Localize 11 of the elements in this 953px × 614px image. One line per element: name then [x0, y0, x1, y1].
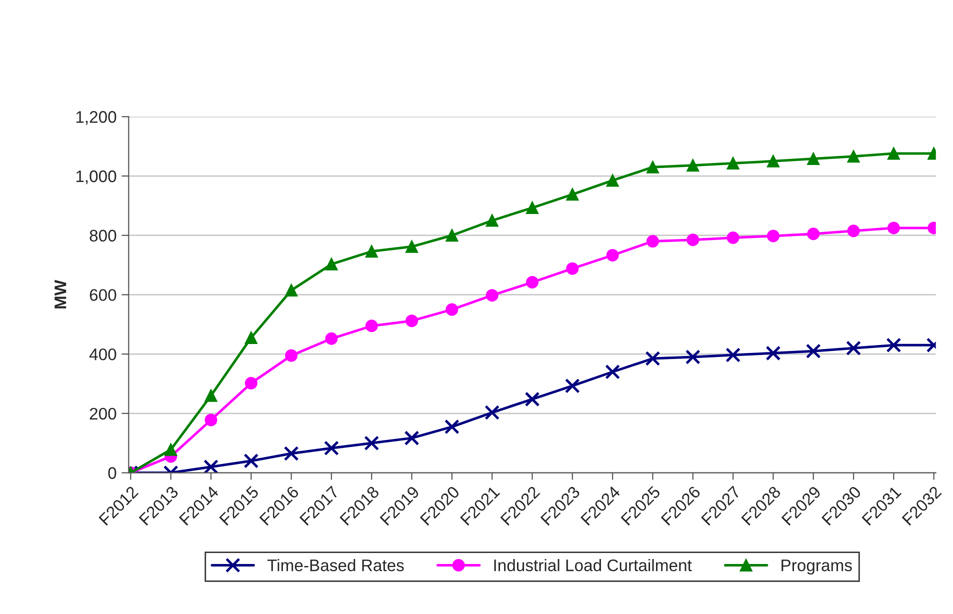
- y-tick-label: 600: [90, 289, 116, 301]
- legend-label: Programs: [782, 560, 852, 575]
- y-axis-title: MW: [54, 280, 66, 308]
- y-tick-label: 1,200: [76, 111, 116, 125]
- y-tick-label: 200: [90, 408, 116, 420]
- y-tick-label: 0: [108, 467, 116, 479]
- y-tick-label: 1,000: [76, 170, 116, 184]
- legend-label: Industrial Load Curtailment: [494, 559, 692, 572]
- legend-label: Time-Based Rates: [267, 559, 404, 572]
- y-tick-label: 400: [89, 348, 116, 360]
- y-tick-label: 800: [90, 230, 116, 242]
